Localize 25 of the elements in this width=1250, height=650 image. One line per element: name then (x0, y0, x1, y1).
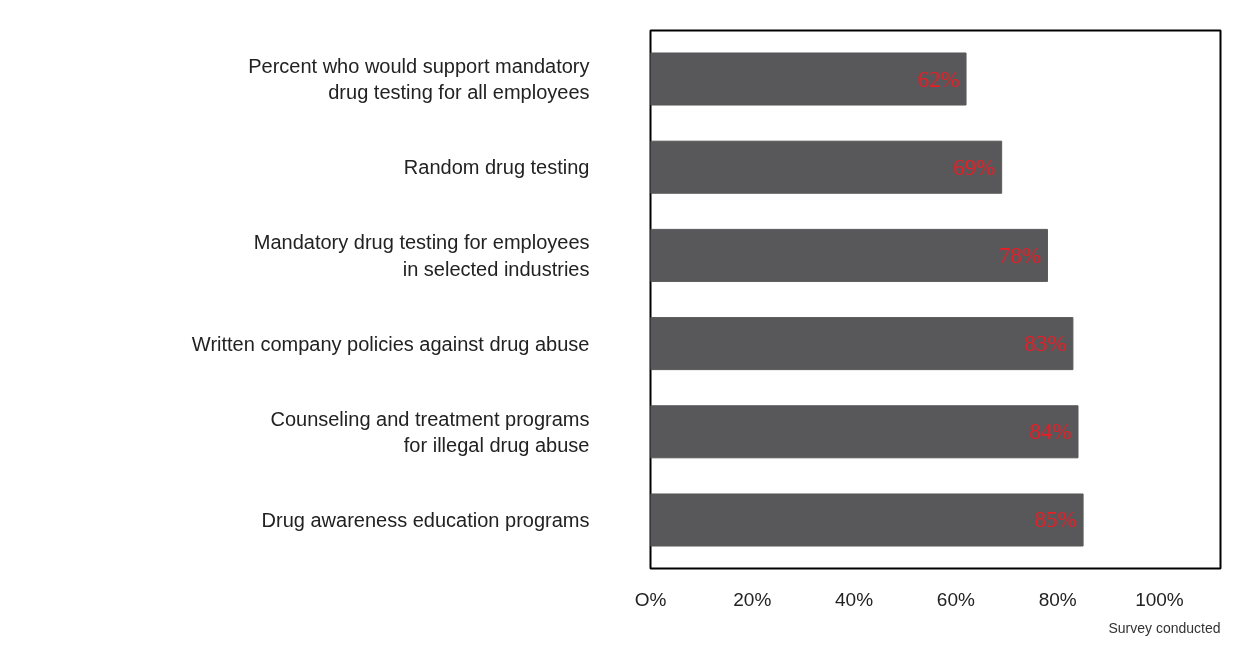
y-tick-label: Random drug testing (403, 156, 590, 179)
data-label: 62% (917, 66, 961, 92)
x-tick-label: 80% (1038, 588, 1077, 610)
text: Survey conducted (1108, 619, 1221, 636)
bar (650, 52, 967, 106)
bar (650, 405, 1079, 459)
y-tick-label: Percent who would support mandatory drug testing for all employees (248, 54, 590, 104)
data-label: 84% (1029, 419, 1073, 445)
x-tick-label: 40% (835, 588, 874, 610)
x-tick-label: 20% (733, 588, 772, 610)
data-label: 69% (953, 154, 996, 180)
y-tick-label: Drug awareness education programs (261, 508, 590, 531)
data-label: 83% (1024, 331, 1067, 357)
data-label: 85% (1034, 507, 1078, 533)
x-tick-label: 60% (936, 588, 975, 610)
y-tick-label: Counseling and treatment programs for illegal drug abuse (270, 407, 590, 456)
bar (650, 228, 1048, 282)
bar (650, 493, 1084, 547)
bar (650, 140, 1003, 194)
y-tick-label: Mandatory drug testing for employees in selected industries (253, 231, 590, 280)
data-label: 78% (999, 242, 1042, 268)
bar (650, 317, 1074, 371)
x-tick-label: O% (634, 588, 667, 610)
x-tick-label: 100% (1135, 588, 1184, 610)
y-tick-label: Written company policies against drug abuse (191, 332, 590, 355)
